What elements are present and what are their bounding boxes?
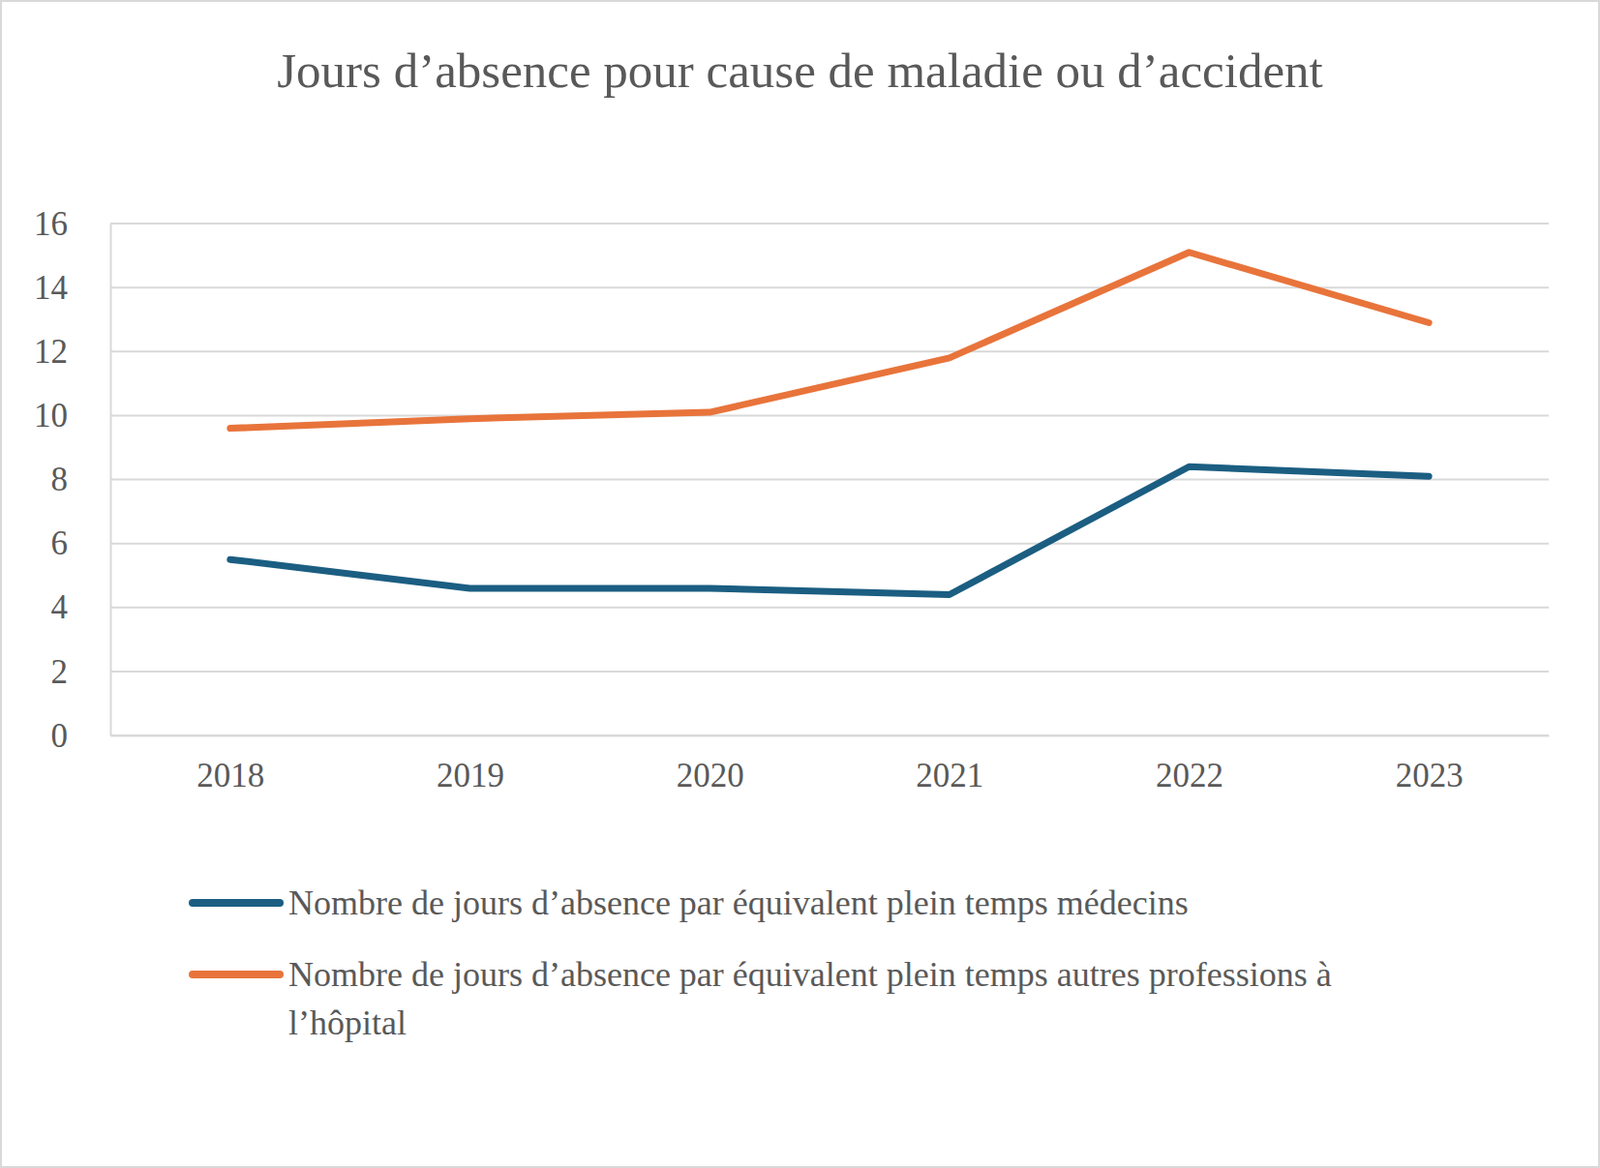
y-tick-label: 10 xyxy=(33,396,68,435)
x-tick: 2022 xyxy=(1155,735,1224,795)
grid-line xyxy=(110,222,1549,225)
x-axis: 2018 2019 2020 2021 2022 2023 xyxy=(111,735,1550,795)
frame xyxy=(0,0,1600,1168)
y-tick-label: 8 xyxy=(51,460,69,499)
grid-line xyxy=(110,670,1549,673)
series-line xyxy=(230,252,1429,429)
x-tick: 2023 xyxy=(1395,735,1464,795)
y-tick-label: 2 xyxy=(51,653,69,692)
grid-line xyxy=(110,543,1549,545)
grid-line xyxy=(110,414,1549,417)
x-tick: 2018 xyxy=(196,735,265,795)
y-tick: 14 xyxy=(33,269,111,307)
y-tick: 4 xyxy=(51,588,112,627)
legend-label: Nombre de jours d’absence par équivalent… xyxy=(288,955,1332,1043)
y-tick: 12 xyxy=(33,332,111,371)
grid-line xyxy=(110,479,1549,482)
grid-line xyxy=(110,350,1549,353)
y-tick: 2 xyxy=(51,653,112,692)
y-tick: 6 xyxy=(51,524,112,563)
y-axis: 0 2 4 6 8 10 12 14 16 xyxy=(33,205,112,755)
chart: Jours d’absence pour cause de maladie ou… xyxy=(0,0,1600,1168)
grid-line xyxy=(110,286,1549,289)
y-tick-label: 4 xyxy=(51,588,69,627)
y-tick-label: 12 xyxy=(33,332,68,371)
x-tick: 2020 xyxy=(676,735,745,795)
legend-swatch xyxy=(192,899,280,907)
y-tick: 10 xyxy=(33,396,111,435)
y-tick: 0 xyxy=(51,717,112,755)
title: Jours d’absence pour cause de maladie ou… xyxy=(276,43,1323,98)
y-tick: 16 xyxy=(33,205,111,243)
legend-swatch xyxy=(192,970,280,979)
x-tick-label: 2020 xyxy=(676,756,745,795)
x-axis-line xyxy=(111,735,1550,738)
y-tick-label: 0 xyxy=(51,717,69,755)
x-tick: 2019 xyxy=(436,735,505,795)
y-tick-label: 16 xyxy=(33,205,68,243)
series-line xyxy=(230,466,1429,595)
y-tick-label: 6 xyxy=(51,524,69,563)
legend: Nombre de jours d’absence par équivalent… xyxy=(192,883,1332,1043)
y-tick-label: 14 xyxy=(33,269,68,307)
legend-label: Nombre de jours d’absence par équivalent… xyxy=(288,883,1189,923)
x-tick-label: 2021 xyxy=(915,756,984,795)
grid xyxy=(110,223,1549,736)
grid-line xyxy=(110,606,1549,609)
x-tick-label: 2023 xyxy=(1395,756,1464,795)
x-tick-label: 2018 xyxy=(196,756,265,795)
x-tick-label: 2022 xyxy=(1155,756,1224,795)
y-tick: 8 xyxy=(51,460,112,499)
x-tick: 2021 xyxy=(915,735,984,795)
plot-area xyxy=(230,252,1429,596)
x-tick-label: 2019 xyxy=(436,756,505,795)
y-axis-line xyxy=(110,224,113,737)
grid-line xyxy=(110,734,1549,737)
